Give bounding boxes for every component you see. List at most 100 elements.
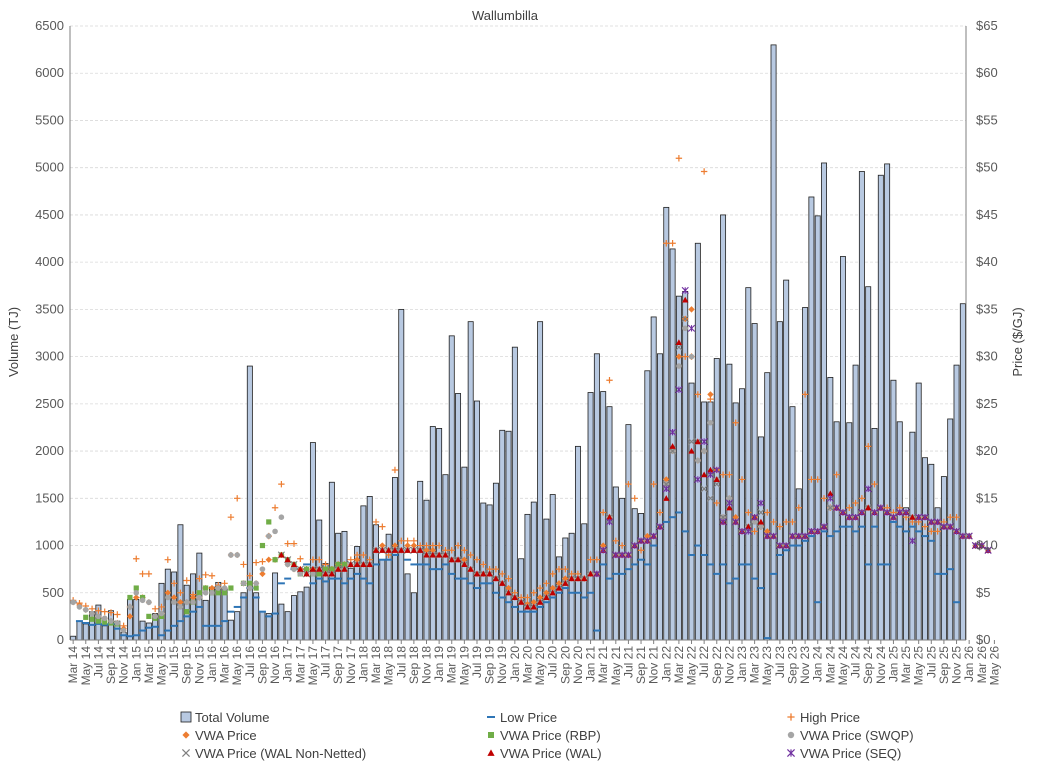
vwa-price-rbp-marker [335,561,341,568]
x-tick-label: Mar 24 [823,646,837,684]
high-price-marker [208,572,216,579]
vwa-price-rbp-marker [203,585,209,591]
legend-swatch [786,748,796,758]
vwa-price-rbp-marker [228,585,234,591]
volume-bar [133,598,140,641]
x-tick-label: Sep 21 [634,646,648,684]
high-price-marker [599,509,607,516]
vwa-price-marker [429,547,437,554]
high-price-marker [95,607,102,614]
legend-label: VWA Price (SWQP) [800,728,914,743]
volume-bar [707,401,714,641]
high-price-marker [101,608,108,615]
vwa-price-swqp-marker [196,594,203,601]
x-tick-label: Sep 15 [180,646,194,684]
vwa-price-marker [599,542,607,549]
high-price-marker [751,528,758,535]
vwa-price-marker [265,556,272,563]
volume-bar [448,335,455,641]
y-tick-label: 0 [57,632,64,647]
volume-bar [739,388,745,641]
vwa-price-swqp-marker [95,613,102,620]
x-tick-label: May 20 [533,646,547,686]
volume-bar [783,279,790,641]
vwa-price-wal-marker [694,438,702,445]
high-price-marker [252,559,260,566]
x-tick-label: Nov 18 [420,646,434,684]
vwa-price-swqp-marker [695,457,701,464]
y2-tick-label: $60 [976,65,998,80]
high-price-marker [928,528,935,535]
high-price-marker [473,556,481,563]
volume-bar [865,286,872,641]
x-tick-label: Jul 18 [394,646,408,678]
vwa-price-seq-marker [643,537,651,545]
vwa-price-seq-marker [826,494,834,502]
price-markers [69,155,992,640]
high-price-marker [637,547,645,554]
vwa-price-wal-marker [290,561,298,567]
high-price-marker [372,518,380,526]
volume-bar [770,44,777,641]
x-tick-label: Nov 20 [571,646,585,684]
vwa-price-rbp-marker [322,566,329,572]
x-tick-label: May 24 [836,646,850,686]
vwa-price-seq-marker [864,485,872,493]
vwa-price-swqp-marker [139,597,146,604]
high-price-marker [227,514,235,521]
volume-bar [877,174,884,641]
x-tick-label: Jan 22 [659,646,673,682]
vwa-price-wal-marker [416,547,424,553]
legend-swatch [487,749,495,756]
volume-bar [272,572,279,641]
legend-swatch [787,731,795,739]
vwa-price-wal-non-netted-marker [700,485,708,493]
vwa-price-seq-marker [902,508,910,517]
vwa-price-marker [707,391,714,398]
x-tick-label: Mar 25 [899,646,913,684]
vwa-price-rbp-marker [184,609,190,615]
high-price-marker [719,471,727,478]
vwa-price-marker [543,589,550,596]
x-tick-label: Nov 24 [874,646,888,684]
vwa-price-marker [177,599,184,606]
y-tick-label: 2000 [35,443,64,458]
x-tick-label: Jan 25 [886,646,900,682]
x-tick-label: Jan 24 [811,646,825,682]
vwa-price-rbp-marker [266,519,272,525]
volume-bar [909,431,916,641]
legend-label: VWA Price [195,728,257,743]
vwa-price-seq-marker [769,532,778,540]
vwa-price-seq-marker [870,508,879,517]
volume-bar [101,625,108,641]
vwa-price-swqp-marker [247,585,253,591]
vwa-price-wal-marker [555,584,563,591]
legend-item: VWA Price (WAL) [487,746,602,761]
high-price-marker [776,523,784,530]
vwa-price-wal-marker [682,296,689,303]
high-price-marker [694,391,702,398]
y2-tick-label: $35 [976,301,998,316]
y-axis-left: 0 500 1000 1500 2000 2500 3000 3500 4000 4500 5000… [35,18,71,647]
vwa-price-wal-marker [316,565,323,572]
volume-bar [581,523,588,641]
vwa-price-seq-marker [650,532,658,540]
high-price-marker [947,514,954,521]
vwa-price-wal-marker [688,447,695,454]
volume-bar [846,422,853,641]
vwa-price-seq-marker [624,551,633,559]
high-price-marker [448,547,455,554]
high-price-marker [833,471,840,478]
vwa-price-swqp-marker [209,589,215,596]
vwa-price-seq-marker [978,541,986,550]
vwa-price-swqp-marker [284,561,291,568]
x-tick-label: Sep 14 [104,646,118,684]
volume-bar [227,619,234,641]
high-price-marker [360,551,367,559]
vwa-price-swqp-marker [108,618,114,624]
vwa-price-marker [259,570,266,578]
y2-tick-label: $15 [976,490,998,505]
vwa-price-swqp-marker [215,585,222,591]
vwa-price-seq-marker [744,527,752,535]
volume-bar [745,287,752,641]
